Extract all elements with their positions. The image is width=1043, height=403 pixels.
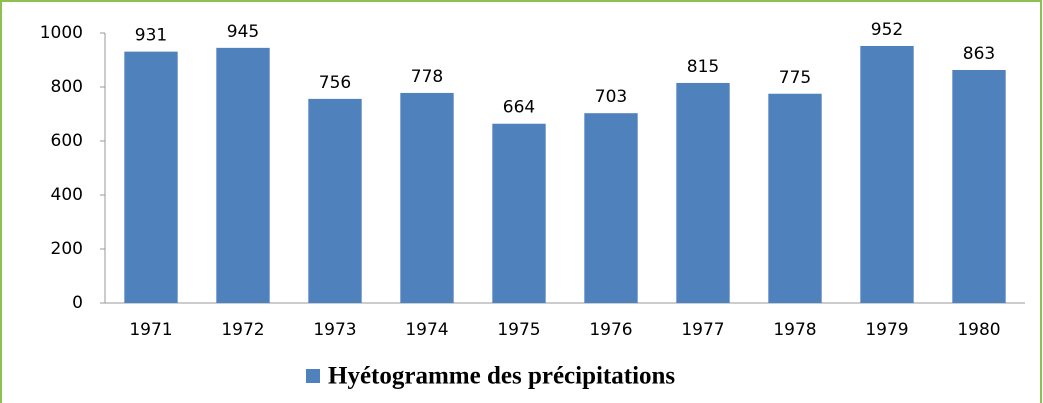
bar <box>308 98 362 303</box>
legend-swatch <box>306 369 320 383</box>
x-tick-label: 1972 <box>221 320 264 340</box>
bar <box>400 92 454 303</box>
bar <box>768 93 822 303</box>
data-label: 703 <box>595 87 627 107</box>
data-label: 664 <box>503 98 535 118</box>
data-label: 952 <box>871 20 903 40</box>
x-tick-label: 1977 <box>681 320 724 340</box>
y-tick-label: 200 <box>51 239 83 259</box>
bar <box>676 82 730 303</box>
bar <box>860 45 914 304</box>
x-tick-label: 1975 <box>497 320 540 340</box>
data-label: 775 <box>779 68 811 88</box>
y-tick-label: 1000 <box>40 23 83 43</box>
bar <box>952 69 1006 304</box>
data-label: 815 <box>687 57 719 77</box>
data-label: 756 <box>319 73 351 93</box>
data-label: 931 <box>135 26 167 46</box>
data-label: 863 <box>963 44 995 64</box>
x-tick-label: 1976 <box>589 320 632 340</box>
y-tick-label: 400 <box>51 185 83 205</box>
bar <box>492 123 546 303</box>
bar <box>584 113 638 303</box>
x-tick-label: 1979 <box>865 320 908 340</box>
data-label: 945 <box>227 22 259 42</box>
x-tick-label: 1971 <box>129 320 172 340</box>
y-tick-label: 600 <box>51 131 83 151</box>
y-tick-label: 800 <box>51 77 83 97</box>
bar <box>216 47 270 303</box>
x-tick-label: 1974 <box>405 320 448 340</box>
data-label: 778 <box>411 67 443 87</box>
y-tick-label: 0 <box>72 293 83 313</box>
x-tick-label: 1973 <box>313 320 356 340</box>
bar <box>124 51 178 303</box>
x-tick-label: 1980 <box>957 320 1000 340</box>
x-tick-label: 1978 <box>773 320 816 340</box>
legend-text: Hyétogramme des précipitations <box>328 363 675 390</box>
